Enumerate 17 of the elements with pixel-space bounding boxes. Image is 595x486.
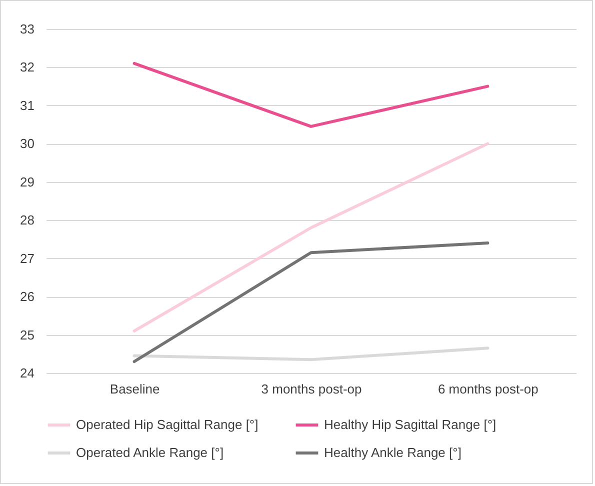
y-tick-label: 33 xyxy=(20,22,34,36)
x-tick-label: Baseline xyxy=(110,382,160,396)
legend-label: Operated Hip Sagittal Range [°] xyxy=(76,417,258,432)
y-tick-label: 25 xyxy=(20,327,34,342)
y-tick-label: 27 xyxy=(20,250,34,266)
x-tick-label: 3 months post-op xyxy=(261,382,362,396)
legend-label: Healthy Ankle Range [°] xyxy=(324,445,462,460)
y-tick-label: 30 xyxy=(20,136,34,152)
y-tick-label: 24 xyxy=(20,366,34,380)
y-tick-label: 32 xyxy=(20,60,34,75)
y-tick-label: 31 xyxy=(20,98,34,113)
legend-label: Healthy Hip Sagittal Range [°] xyxy=(324,417,496,432)
x-tick-label: 6 months post-op xyxy=(438,382,538,396)
y-tick-label: 26 xyxy=(20,289,34,304)
legend-label: Operated Ankle Range [°] xyxy=(76,445,224,460)
y-tick-label: 28 xyxy=(20,212,34,228)
y-tick-label: 29 xyxy=(20,174,34,190)
